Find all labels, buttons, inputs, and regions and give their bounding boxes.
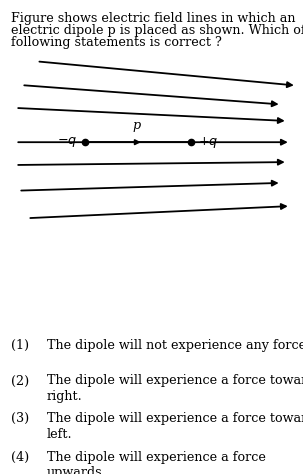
Text: (2): (2) [11, 374, 29, 387]
Text: (4): (4) [11, 451, 29, 464]
Text: The dipole will experience a force towards: The dipole will experience a force towar… [47, 374, 303, 387]
Text: right.: right. [47, 390, 83, 402]
Text: The dipole will experience a force: The dipole will experience a force [47, 451, 266, 464]
Text: Figure shows electric field lines in which an: Figure shows electric field lines in whi… [11, 12, 295, 25]
Text: $+q$: $+q$ [198, 135, 219, 150]
Text: The dipole will not experience any force.: The dipole will not experience any force… [47, 339, 303, 352]
Text: (3): (3) [11, 412, 29, 425]
Text: The dipole will experience a force towards: The dipole will experience a force towar… [47, 412, 303, 425]
Text: p: p [132, 119, 140, 132]
Text: (1): (1) [11, 339, 29, 352]
Text: $-q$: $-q$ [57, 135, 77, 149]
Text: upwards.: upwards. [47, 466, 107, 474]
Text: left.: left. [47, 428, 73, 440]
Text: electric dipole p is placed as shown. Which of the: electric dipole p is placed as shown. Wh… [11, 24, 303, 36]
Text: following statements is correct ?: following statements is correct ? [11, 36, 221, 48]
